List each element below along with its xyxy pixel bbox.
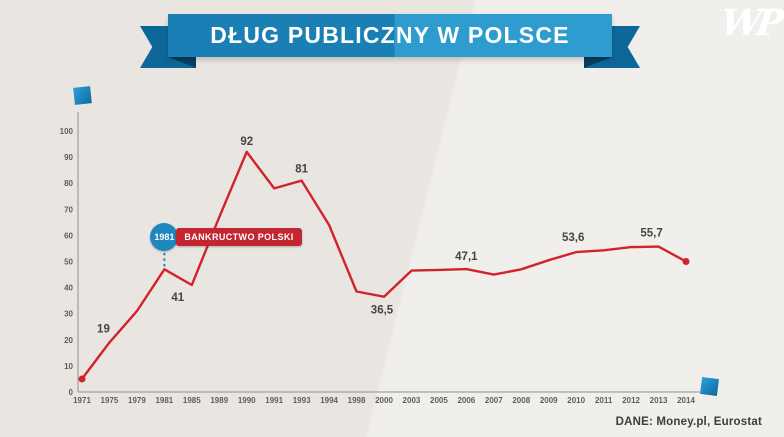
svg-text:50: 50	[64, 258, 73, 267]
svg-text:40: 40	[64, 284, 73, 293]
svg-text:2006: 2006	[457, 396, 475, 405]
svg-text:30: 30	[64, 310, 73, 319]
svg-text:2013: 2013	[650, 396, 668, 405]
svg-text:10: 10	[64, 362, 73, 371]
badge-label: BANKRUCTWO POLSKI	[176, 228, 302, 247]
svg-text:60: 60	[64, 231, 73, 240]
svg-text:80: 80	[64, 179, 73, 188]
svg-text:1971: 1971	[73, 396, 91, 405]
svg-text:2010: 2010	[567, 396, 585, 405]
svg-text:81: 81	[295, 164, 308, 176]
svg-text:2005: 2005	[430, 396, 448, 405]
svg-text:1981: 1981	[155, 396, 173, 405]
data-source: DANE: Money.pl, Eurostat	[615, 416, 762, 428]
svg-text:41: 41	[171, 292, 184, 304]
svg-text:55,7: 55,7	[640, 228, 662, 240]
svg-text:90: 90	[64, 153, 73, 162]
svg-text:1975: 1975	[101, 396, 119, 405]
svg-text:0: 0	[69, 388, 74, 397]
ribbon-fold-left	[168, 57, 196, 68]
svg-text:1991: 1991	[265, 396, 283, 405]
svg-text:2009: 2009	[540, 396, 558, 405]
ribbon-band: DŁUG PUBLICZNY W POLSCE	[168, 14, 612, 57]
svg-text:2011: 2011	[595, 396, 613, 405]
svg-text:2008: 2008	[512, 396, 530, 405]
svg-text:100: 100	[60, 127, 74, 136]
svg-text:47,1: 47,1	[455, 251, 478, 263]
svg-text:2003: 2003	[403, 396, 421, 405]
svg-text:53,6: 53,6	[562, 232, 584, 244]
svg-text:19: 19	[97, 323, 110, 335]
svg-text:2000: 2000	[375, 396, 393, 405]
svg-text:1998: 1998	[348, 396, 366, 405]
page-title: DŁUG PUBLICZNY W POLSCE	[210, 22, 570, 48]
svg-text:1994: 1994	[320, 396, 338, 405]
svg-text:92: 92	[240, 136, 253, 148]
svg-text:1979: 1979	[128, 396, 146, 405]
svg-text:1989: 1989	[210, 396, 228, 405]
svg-text:2012: 2012	[622, 396, 640, 405]
svg-text:1990: 1990	[238, 396, 256, 405]
svg-text:1993: 1993	[293, 396, 311, 405]
svg-text:2007: 2007	[485, 396, 503, 405]
svg-text:70: 70	[64, 205, 73, 214]
svg-text:1985: 1985	[183, 396, 201, 405]
ribbon-fold-right	[584, 57, 612, 68]
svg-text:20: 20	[64, 336, 73, 345]
bankruptcy-badge: 1981 BANKRUCTWO POLSKI	[150, 223, 302, 252]
svg-text:2014: 2014	[677, 396, 695, 405]
svg-text:36,5: 36,5	[371, 305, 394, 317]
badge-year: 1981	[150, 223, 179, 252]
title-ribbon: DŁUG PUBLICZNY W POLSCE	[140, 10, 640, 80]
